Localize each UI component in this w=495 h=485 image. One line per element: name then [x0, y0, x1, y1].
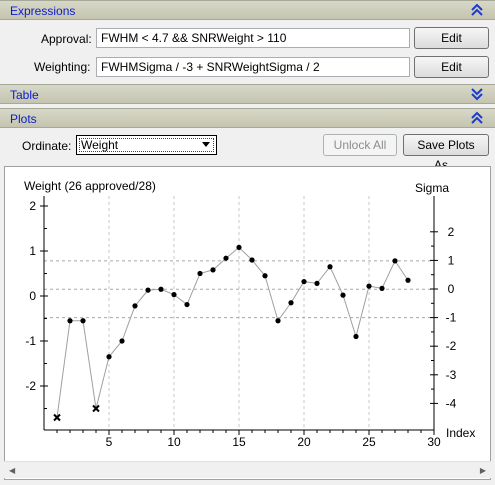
data-point: [132, 303, 138, 309]
data-point: [288, 300, 294, 306]
sigma-tick-label: -3: [446, 368, 457, 382]
data-point: [301, 279, 307, 285]
x-tick-label: 15: [232, 435, 246, 449]
data-point: [197, 270, 203, 277]
expressions-section-header[interactable]: Expressions: [0, 0, 495, 20]
sigma-tick-label: -2: [446, 339, 457, 353]
expressions-section-title: Expressions: [10, 4, 76, 18]
plot-panel[interactable]: [4, 166, 491, 480]
chevron-up-icon[interactable]: [471, 111, 483, 125]
data-point: [249, 257, 255, 263]
rejected-data-point: [92, 404, 100, 413]
y-tick-label: 1: [29, 244, 36, 258]
y-tick-label: 0: [29, 289, 36, 303]
table-section-header[interactable]: Table: [0, 84, 495, 104]
data-point: [379, 285, 385, 291]
chevron-up-icon[interactable]: [471, 3, 483, 17]
ordinate-label: Ordinate:: [22, 139, 72, 153]
data-point: [158, 286, 164, 292]
weighting-edit-button[interactable]: Edit: [414, 56, 489, 78]
ordinate-select[interactable]: Weight: [76, 135, 217, 155]
x-tick-label: 10: [167, 435, 181, 449]
dropdown-arrow-icon: [202, 142, 210, 147]
sigma-tick-label: 2: [448, 225, 455, 239]
data-point: [106, 354, 112, 360]
y-tick-label: 2: [29, 199, 36, 213]
sigma-tick-label: -4: [446, 396, 457, 410]
data-point: [353, 333, 359, 340]
plots-section-header[interactable]: Plots: [0, 108, 495, 128]
chart-title: Weight (26 approved/28): [24, 179, 156, 193]
x-tick-label: 25: [362, 435, 376, 449]
table-section-title: Table: [10, 88, 39, 102]
data-point: [327, 264, 333, 270]
data-point: [119, 338, 125, 344]
data-point: [392, 258, 398, 264]
plots-section-title: Plots: [10, 112, 37, 126]
data-point: [405, 277, 411, 283]
data-point: [262, 273, 268, 279]
data-point: [210, 267, 216, 273]
data-point: [171, 292, 177, 298]
data-point: [67, 318, 73, 324]
data-point: [145, 287, 151, 293]
data-point: [314, 280, 320, 286]
approval-edit-button[interactable]: Edit: [414, 27, 489, 49]
sigma-tick-label: 0: [448, 282, 455, 296]
rejected-data-point: [53, 413, 61, 422]
y-tick-label: -1: [25, 334, 36, 348]
weighting-label: Weighting:: [34, 60, 91, 74]
save-plots-button[interactable]: Save Plots As...: [403, 134, 489, 172]
plot-horizontal-scrollbar[interactable]: ◀ ▶: [4, 461, 491, 478]
chart-right-axis-title: Sigma: [415, 181, 449, 195]
scroll-left-arrow-icon[interactable]: ◀: [9, 466, 16, 475]
data-point: [366, 283, 372, 289]
ordinate-select-value: Weight: [81, 138, 119, 152]
x-tick-label: 20: [297, 435, 311, 449]
data-point: [223, 255, 229, 261]
data-point: [340, 292, 346, 298]
series-line: [56, 246, 409, 418]
chart-x-axis-label: Index: [446, 426, 475, 440]
weighting-expression-field[interactable]: FWHMSigma / -3 + SNRWeightSigma / 2: [96, 57, 410, 77]
y-tick-label: -2: [25, 379, 36, 393]
approval-expression-field[interactable]: FWHM < 4.7 && SNRWeight > 110: [96, 28, 410, 48]
sigma-tick-label: 1: [448, 253, 455, 267]
data-point: [275, 318, 281, 324]
x-tick-label: 5: [106, 435, 113, 449]
approval-label: Approval:: [41, 32, 92, 46]
data-point: [236, 244, 242, 250]
weight-chart[interactable]: Weight (26 approved/28) Sigma Index -2 -1…: [4, 166, 491, 461]
chevron-down-icon[interactable]: [471, 87, 483, 101]
unlock-all-button[interactable]: Unlock All: [323, 134, 397, 156]
ordinate-select-focus: [79, 138, 214, 152]
scroll-right-arrow-icon[interactable]: ▶: [479, 466, 486, 475]
data-point: [80, 318, 86, 324]
sigma-tick-label: -1: [446, 311, 457, 325]
x-tick-label: 30: [427, 435, 441, 449]
data-point: [184, 301, 190, 308]
